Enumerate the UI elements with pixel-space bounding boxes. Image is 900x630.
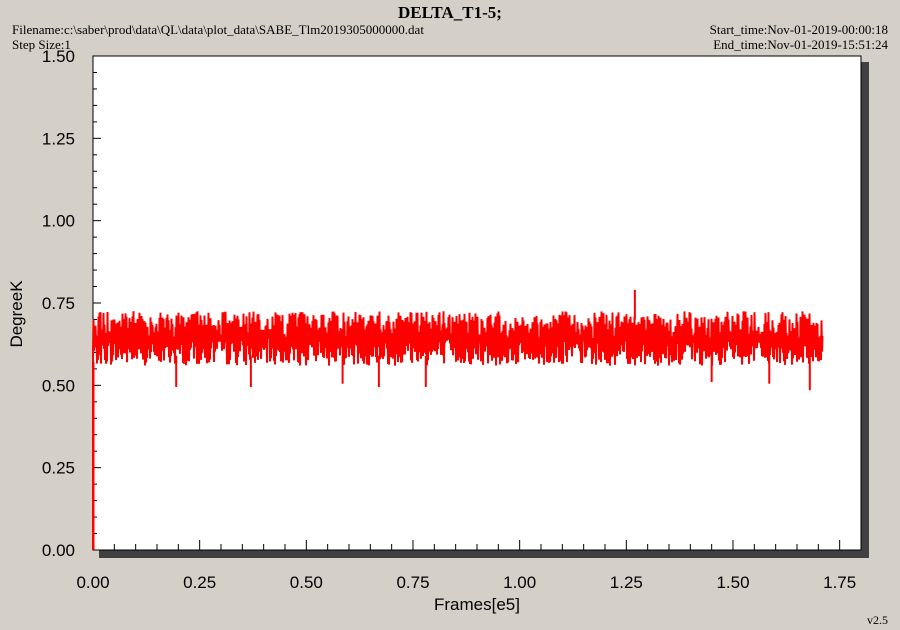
x-tick-label: 0.50	[290, 573, 323, 592]
plot-area	[92, 55, 862, 551]
series-delta-t1-5	[92, 289, 824, 550]
x-tick-label: 1.50	[716, 573, 749, 592]
x-axis-label: Frames[e5]	[434, 595, 520, 614]
version-label: v2.5	[867, 613, 888, 627]
y-axis: 0.00 0.25 0.50 0.75 1.00 1.25 1.50	[42, 47, 101, 560]
y-tick-label: 0.00	[42, 541, 75, 560]
y-tick-label: 1.50	[42, 47, 75, 66]
chart-title: DELTA_T1-5;	[398, 3, 502, 22]
start-time-label: Start_time:Nov-01-2019-00:00:18	[709, 22, 888, 37]
end-time-label: End_time:Nov-01-2019-15:51:24	[713, 37, 888, 52]
step-size-label: Step Size:1	[12, 37, 71, 52]
x-axis: 0.00 0.25 0.50 0.75 1.00 1.25 1.50 1.75	[76, 540, 856, 592]
x-tick-label: 0.00	[76, 573, 109, 592]
series-line	[92, 311, 824, 550]
x-tick-label: 1.75	[823, 573, 856, 592]
y-tick-label: 0.75	[42, 294, 75, 313]
y-tick-label: 0.50	[42, 376, 75, 395]
x-tick-label: 1.00	[503, 573, 536, 592]
y-tick-label: 1.00	[42, 212, 75, 231]
filename-label: Filename:c:\saber\prod\data\QL\data\plot…	[12, 22, 424, 37]
y-tick-label: 1.25	[42, 129, 75, 148]
x-tick-label: 0.75	[396, 573, 429, 592]
y-axis-label: DegreeK	[7, 280, 26, 348]
y-tick-label: 0.25	[42, 459, 75, 478]
x-tick-label: 0.25	[183, 573, 216, 592]
x-tick-label: 1.25	[610, 573, 643, 592]
